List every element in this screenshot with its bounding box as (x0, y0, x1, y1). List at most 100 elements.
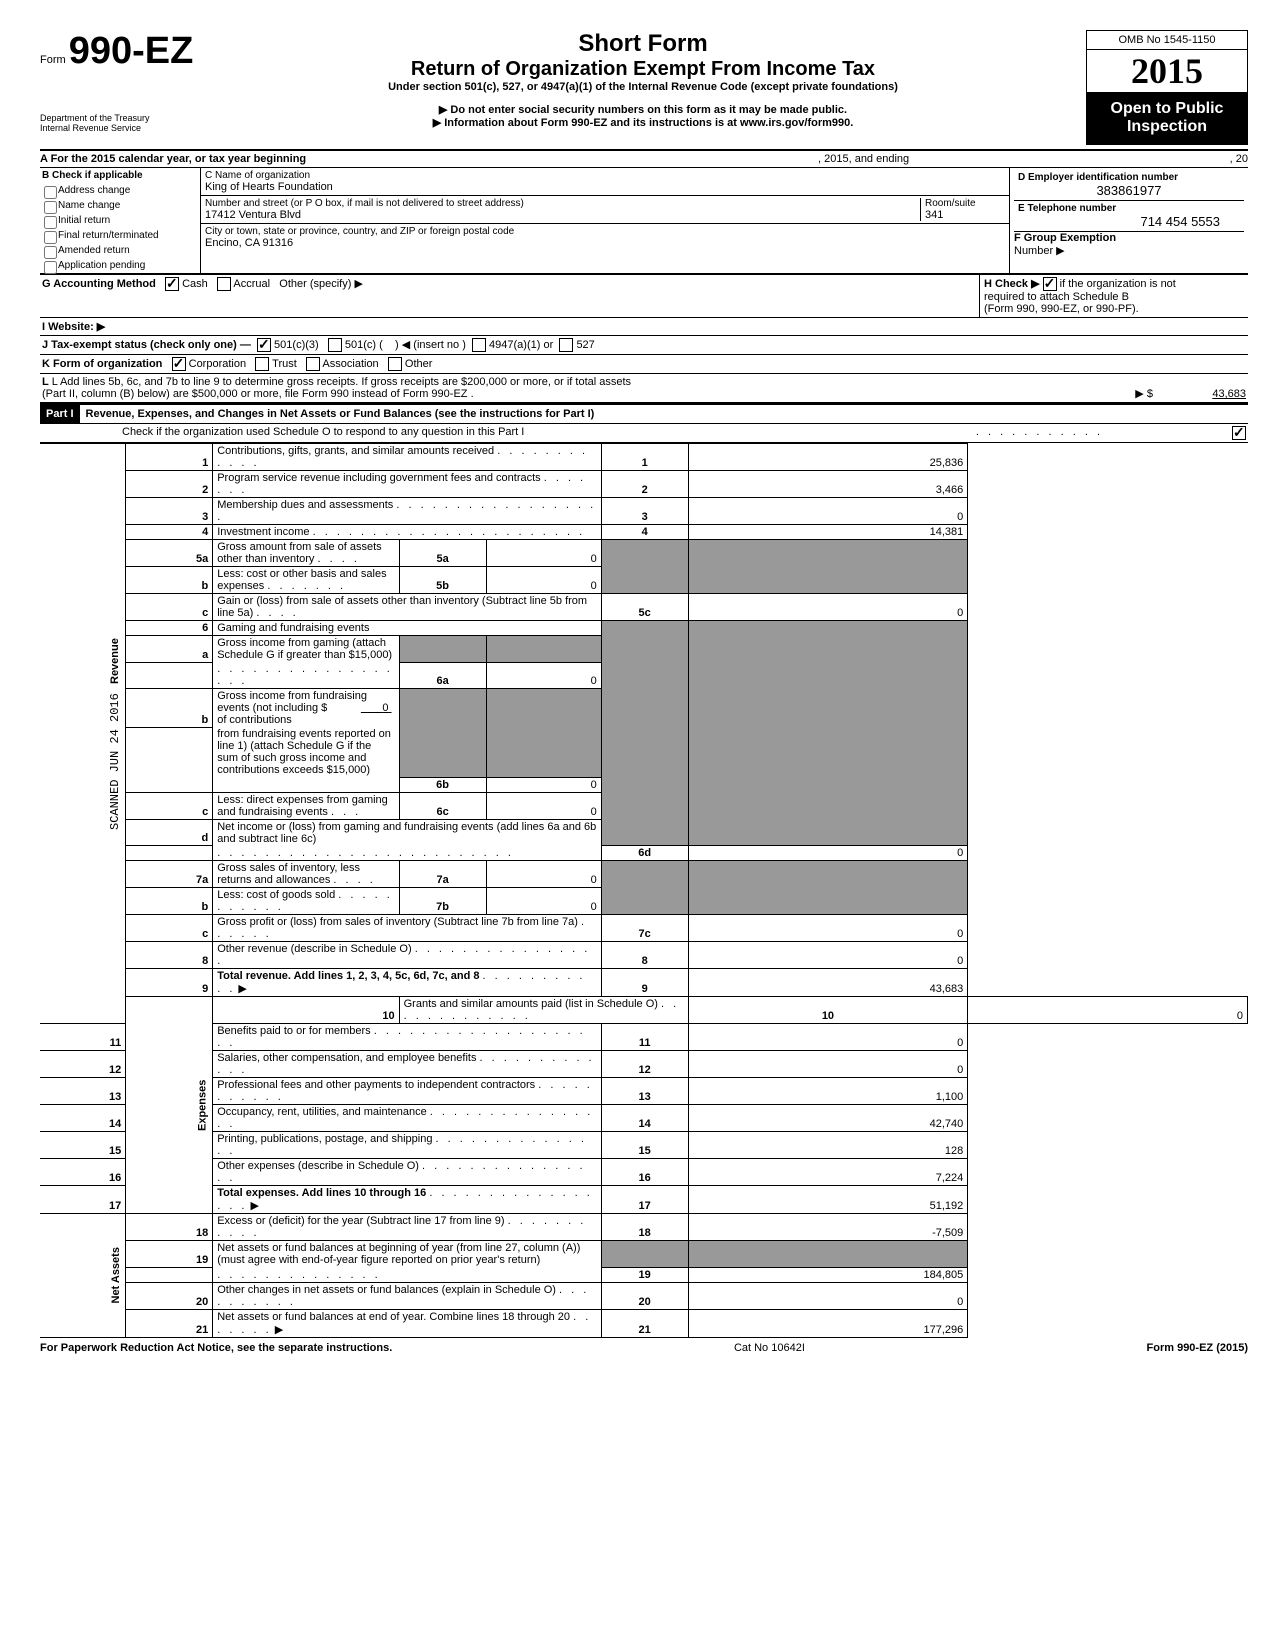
line17-desc: Total expenses. Add lines 10 through 16 (217, 1187, 426, 1199)
footer-right: Form 990-EZ (2015) (1147, 1342, 1248, 1354)
501c3-label: 501(c)(3) (274, 339, 319, 351)
line12-amt: 0 (688, 1051, 968, 1078)
line2-desc: Program service revenue including govern… (217, 472, 540, 484)
line6d-desc: Net income or (loss) from gaming and fun… (213, 819, 601, 846)
check-501c[interactable] (328, 338, 342, 352)
l-text1: L Add lines 5b, 6c, and 7b to line 9 to … (52, 376, 631, 388)
part-i-label: Part I (40, 405, 80, 423)
line8-amt: 0 (688, 942, 968, 969)
line3-desc: Membership dues and assessments (217, 499, 393, 511)
check-h[interactable] (1043, 277, 1057, 291)
addr-change-label: Address change (58, 185, 130, 196)
form-prefix: Form (40, 54, 66, 66)
name-change-label: Name change (58, 200, 120, 211)
h-text1: if the organization is not (1060, 278, 1176, 290)
footer-left: For Paperwork Reduction Act Notice, see … (40, 1342, 392, 1354)
line19-amt: 184,805 (688, 1267, 968, 1282)
footer-mid: Cat No 10642I (734, 1342, 805, 1354)
ein-value: 383861977 (1018, 183, 1240, 198)
line6b-desc1: Gross income from fundraising events (no… (217, 690, 367, 714)
check-527[interactable] (559, 338, 573, 352)
dept-irs: Internal Revenue Service (40, 123, 200, 133)
check-assoc[interactable] (306, 357, 320, 371)
open-public-1: Open to Public (1089, 100, 1245, 118)
section-bcdef: B Check if applicable Address change Nam… (40, 168, 1248, 273)
street-label: Number and street (or P O box, if mail i… (205, 198, 920, 209)
line7c-desc: Gross profit or (loss) from sales of inv… (217, 916, 578, 928)
section-g-label: G Accounting Method (42, 278, 156, 290)
dept-treasury: Department of the Treasury (40, 113, 200, 123)
section-k-label: K Form of organization (42, 358, 162, 370)
line13-amt: 1,100 (688, 1078, 968, 1105)
insert-no-label: ) ◀ (insert no ) (395, 339, 466, 351)
line15-desc: Printing, publications, postage, and shi… (217, 1133, 432, 1145)
line16-amt: 7,224 (688, 1159, 968, 1186)
short-form-title: Short Form (200, 30, 1086, 58)
check-trust[interactable] (255, 357, 269, 371)
trust-label: Trust (272, 358, 297, 370)
ein-label: D Employer identification number (1018, 172, 1178, 183)
line6d-amt: 0 (688, 846, 968, 861)
check-501c3[interactable] (257, 338, 271, 352)
check-corp[interactable] (172, 357, 186, 371)
check-pending[interactable] (44, 261, 57, 274)
section-a-mid: , 2015, and ending (818, 153, 1068, 165)
501c-label: 501(c) ( (345, 339, 383, 351)
line14-desc: Occupancy, rent, utilities, and maintena… (217, 1106, 427, 1118)
phone-value: 714 454 5553 (1018, 214, 1240, 229)
4947-label: 4947(a)(1) or (489, 339, 553, 351)
line6a-amt: 0 (486, 662, 601, 689)
line21-amt: 177,296 (688, 1309, 968, 1337)
return-title: Return of Organization Exempt From Incom… (200, 58, 1086, 81)
line6c-amt: 0 (486, 792, 601, 819)
line12-desc: Salaries, other compensation, and employ… (217, 1052, 476, 1064)
amended-label: Amended return (58, 245, 130, 256)
line14-amt: 42,740 (688, 1105, 968, 1132)
info-line: ▶ Information about Form 990-EZ and its … (200, 116, 1086, 129)
part-i-title: Revenue, Expenses, and Changes in Net As… (80, 405, 1248, 423)
l-amount: 43,683 (1156, 388, 1246, 400)
other-org-label: Other (405, 358, 433, 370)
initial-label: Initial return (58, 215, 110, 226)
line19-desc: Net assets or fund balances at beginning… (213, 1241, 601, 1268)
line11-amt: 0 (688, 1024, 968, 1051)
line2-amt: 3,466 (688, 471, 968, 498)
form-number: 990-EZ (69, 30, 194, 72)
line1-desc: Contributions, gifts, grants, and simila… (217, 445, 494, 457)
other-specify-label: Other (specify) ▶ (279, 278, 363, 290)
line6b-desc2: of contributions (217, 714, 292, 726)
line3-amt: 0 (688, 498, 968, 525)
ssn-warning: ▶ Do not enter social security numbers o… (200, 103, 1086, 116)
lines-table: SCANNED JUN 24 2016 Revenue 1Contributio… (40, 443, 1248, 1338)
part-i-check-row: Check if the organization used Schedule … (40, 424, 1248, 443)
line4-amt: 14,381 (688, 525, 968, 540)
section-i-row: I Website: ▶ (40, 318, 1248, 336)
line6b-desc3: from fundraising events reported on line… (213, 727, 399, 777)
section-a-end: , 20 (1068, 153, 1248, 165)
footer-row: For Paperwork Reduction Act Notice, see … (40, 1342, 1248, 1354)
line7b-desc: Less: cost of goods sold (217, 889, 335, 901)
assoc-label: Association (322, 358, 378, 370)
omb-number: OMB No 1545-1150 (1087, 31, 1247, 50)
line5a-amt: 0 (486, 540, 601, 567)
line10-amt: 0 (968, 997, 1248, 1024)
line15-amt: 128 (688, 1132, 968, 1159)
open-public-2: Inspection (1089, 118, 1245, 136)
check-cash[interactable] (165, 277, 179, 291)
group-number: Number ▶ (1014, 245, 1065, 257)
line7b-amt: 0 (486, 888, 601, 915)
part-i-check-text: Check if the organization used Schedule … (42, 426, 976, 440)
vert-expenses: Expenses (126, 997, 213, 1214)
year-suffix: 15 (1167, 51, 1203, 91)
check-accrual[interactable] (217, 277, 231, 291)
vert-netassets: Net Assets (40, 1214, 126, 1338)
website-label: I Website: ▶ (42, 321, 105, 333)
form-header: Form 990-EZ Department of the Treasury I… (40, 30, 1248, 145)
check-other-org[interactable] (388, 357, 402, 371)
line4-desc: Investment income (217, 526, 309, 538)
section-gh-row: G Accounting Method Cash Accrual Other (… (40, 275, 1248, 318)
check-schedule-o[interactable] (1232, 426, 1246, 440)
527-label: 527 (576, 339, 594, 351)
check-4947[interactable] (472, 338, 486, 352)
line20-amt: 0 (688, 1282, 968, 1309)
